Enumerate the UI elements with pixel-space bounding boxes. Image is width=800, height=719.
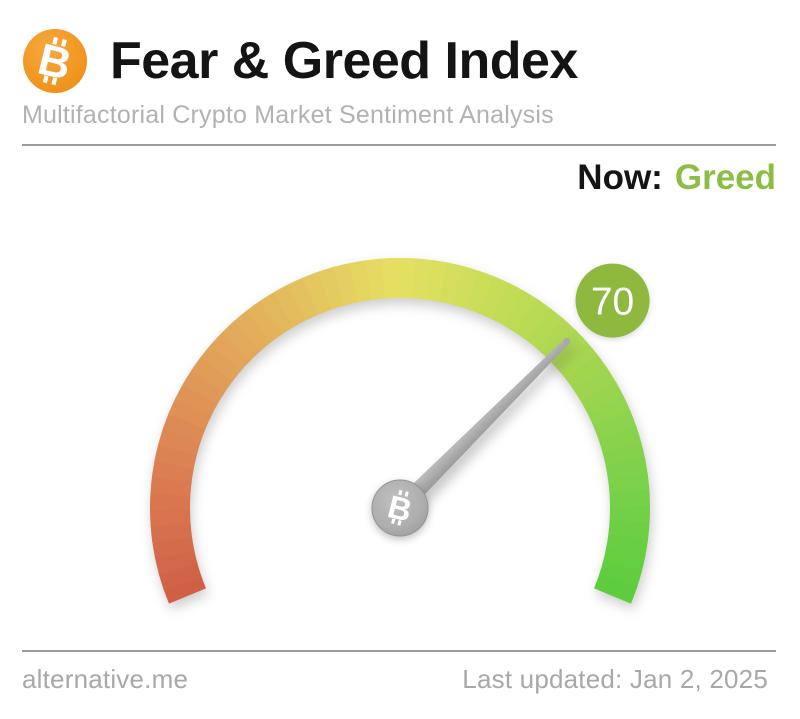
header: B Fear & Greed Index Multifactorial Cryp… [0,0,800,130]
status-value: Greed [674,158,776,197]
footer-divider [22,650,776,652]
footer: alternative.me Last updated: Jan 2, 2025 [0,663,800,695]
gauge-chart: B 70 [100,228,700,640]
last-updated-text: Last updated: Jan 2, 2025 [462,664,768,694]
gauge-hub: B [371,479,429,537]
page-subtitle: Multifactorial Crypto Market Sentiment A… [22,101,554,129]
gauge-arc [150,258,651,604]
gauge-value-badge: 70 [575,263,650,338]
bitcoin-icon: B [22,28,88,94]
gauge-needle [393,337,571,515]
gauge-value-label: 70 [591,281,634,324]
status-row: Now: Greed [0,158,776,198]
status-label: Now: [577,158,663,197]
site-link[interactable]: alternative.me [22,664,189,694]
page-title: Fear & Greed Index [110,32,578,90]
header-divider [22,144,776,146]
